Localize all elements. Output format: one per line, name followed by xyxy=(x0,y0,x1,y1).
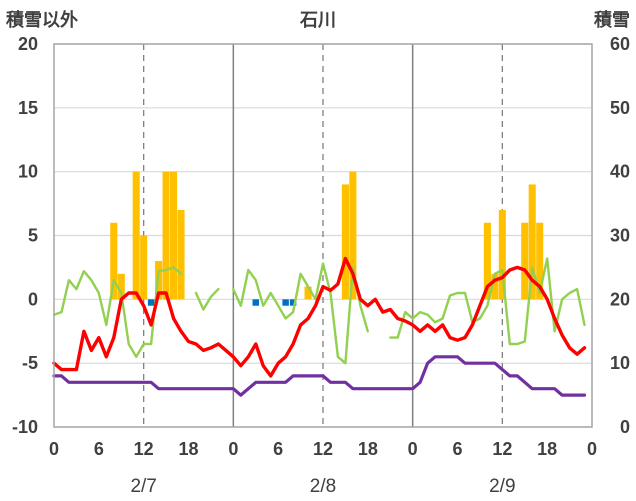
left-tick-label: 20 xyxy=(18,34,38,54)
orange-bar xyxy=(528,184,536,300)
x-tick-label: 18 xyxy=(537,439,557,459)
orange-bar xyxy=(177,209,185,300)
x-tick-label: 0 xyxy=(49,439,59,459)
orange-bar xyxy=(304,286,312,300)
x-tick-label: 6 xyxy=(273,439,283,459)
x-tick-label: 6 xyxy=(94,439,104,459)
orange-bar xyxy=(491,273,499,300)
right-tick-label: 0 xyxy=(620,417,630,437)
orange-bar xyxy=(521,222,529,300)
right-tick-label: 30 xyxy=(610,226,630,246)
x-tick-label: 12 xyxy=(492,439,512,459)
left-tick-label: 15 xyxy=(18,98,38,118)
orange-bar xyxy=(162,171,170,300)
left-tick-label: 5 xyxy=(28,226,38,246)
orange-bar xyxy=(140,235,148,300)
blue-bar xyxy=(289,299,297,306)
right-tick-label: 10 xyxy=(610,353,630,373)
left-tick-label: -10 xyxy=(12,417,38,437)
left-axis-title: 積雪以外 xyxy=(5,9,78,30)
x-tick-label: 0 xyxy=(228,439,238,459)
orange-bar xyxy=(483,222,491,300)
line-series xyxy=(52,256,587,397)
day-label: 2/7 xyxy=(130,476,156,497)
chart-title: 石川 xyxy=(299,10,336,30)
green-line xyxy=(232,262,369,365)
orange-bar xyxy=(536,222,544,300)
green-line xyxy=(194,287,220,311)
x-tick-label: 18 xyxy=(358,439,378,459)
orange-bar xyxy=(132,171,140,300)
orange-bar xyxy=(170,171,178,300)
green-line xyxy=(389,257,586,346)
day-label: 2/9 xyxy=(489,476,515,497)
orange-bar xyxy=(117,273,125,300)
left-tick-label: -5 xyxy=(22,353,38,373)
right-tick-label: 40 xyxy=(610,162,630,182)
orange-bar xyxy=(498,209,506,300)
blue-bar xyxy=(147,299,155,306)
right-tick-label: 20 xyxy=(610,289,630,309)
blue-bar xyxy=(282,299,289,306)
x-tick-label: 6 xyxy=(452,439,462,459)
orange-bar xyxy=(349,171,357,300)
blue-bar xyxy=(252,299,259,306)
purple-line xyxy=(52,355,587,397)
x-tick-label: 12 xyxy=(134,439,154,459)
day-label: 2/8 xyxy=(310,476,336,497)
right-tick-label: 50 xyxy=(610,98,630,118)
orange-bar xyxy=(110,222,118,300)
green-line xyxy=(52,266,183,358)
x-tick-label: 12 xyxy=(313,439,333,459)
right-axis-title: 積雪 xyxy=(593,9,630,30)
x-tick-label: 18 xyxy=(178,439,198,459)
left-tick-label: 10 xyxy=(18,162,38,182)
orange-bar xyxy=(341,184,349,300)
red-line xyxy=(52,256,587,378)
right-tick-label: 60 xyxy=(610,34,630,54)
plot-frame xyxy=(53,43,593,428)
x-tick-label: 0 xyxy=(408,439,418,459)
x-tick-label: 0 xyxy=(587,439,597,459)
left-tick-label: 0 xyxy=(28,289,38,309)
